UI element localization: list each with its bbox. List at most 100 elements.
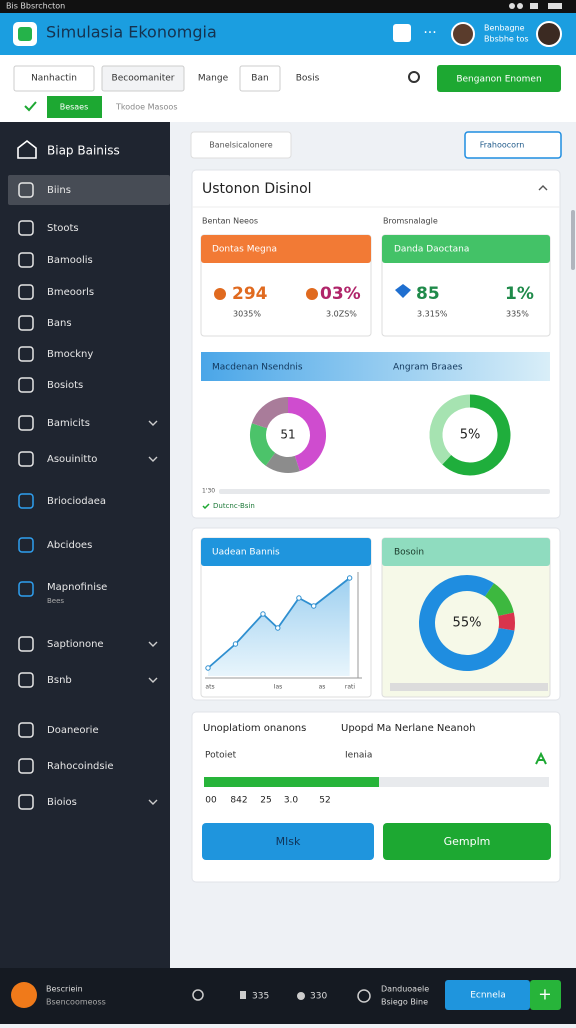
chevron[interactable] (148, 420, 158, 426)
action-button[interactable] (437, 65, 561, 92)
sidebar-icon (18, 315, 34, 331)
stat-value: 85 (416, 284, 440, 304)
sidebar-label[interactable]: Bsnb (47, 675, 72, 686)
tab-label[interactable]: Mange (198, 74, 229, 84)
sidebar-icon (18, 346, 34, 362)
sidebar-label[interactable]: Biins (47, 185, 71, 196)
sidebar-icon (18, 794, 34, 810)
profile-avatar[interactable] (536, 21, 562, 47)
sidebar-icon (18, 537, 34, 553)
collapse-icon[interactable] (538, 185, 548, 191)
status-bar (0, 0, 576, 13)
card-title: Ustonon Disinol (202, 181, 312, 197)
subtab-active[interactable] (47, 96, 102, 118)
section-label: Bentan Neeos (202, 217, 258, 226)
sidebar-label[interactable]: Stoots (47, 223, 79, 234)
bottom-icon[interactable] (192, 989, 204, 1001)
summary-numbers: 00 842 25 3.0 52 (205, 796, 330, 806)
blue-button-label: Mlsk (276, 835, 301, 848)
user-sub: Bbsbhe tos (484, 35, 529, 44)
tab[interactable] (101, 65, 185, 92)
sidebar-label[interactable]: Bosiots (47, 380, 83, 391)
sidebar-label[interactable]: Mapnofinise (47, 582, 107, 593)
sidebar-icon (18, 581, 34, 597)
pie-footer-bar (390, 683, 548, 691)
donut-segment (484, 583, 514, 617)
sidebar-label[interactable]: Bmockny (47, 349, 93, 360)
line-point (311, 603, 317, 609)
more-icon[interactable]: ··· (423, 25, 436, 41)
export-button[interactable] (464, 131, 562, 159)
line-point (232, 641, 239, 647)
line-panel-title: Uadean Bannis (212, 548, 280, 558)
summary-progress-fill (204, 777, 379, 787)
bottom-button[interactable] (445, 980, 530, 1010)
line-point (205, 665, 211, 671)
sidebar-icon (18, 220, 34, 236)
scrollbar[interactable] (571, 210, 575, 270)
blue-button[interactable] (202, 823, 374, 860)
donut-hole (266, 413, 310, 457)
summary-title: Upopd Ma Nerlane Neanoh (341, 723, 475, 734)
chevron[interactable] (148, 677, 158, 683)
sidebar-icon (18, 722, 34, 738)
green-button[interactable] (383, 823, 551, 860)
tab-label: Nanhactin (31, 74, 77, 84)
bottom-icon[interactable] (357, 989, 371, 1003)
bottom-button-label: Ecnnela (470, 991, 506, 1001)
summary-number: 3.0 (284, 796, 299, 806)
bottom-avatar[interactable] (11, 982, 37, 1008)
tab[interactable] (239, 65, 281, 92)
app-title: Simulasia Ekonomgia (46, 23, 217, 42)
chevron[interactable] (148, 799, 158, 805)
sidebar-label[interactable]: Abcidoes (47, 540, 92, 551)
sidebar-icon (18, 252, 34, 268)
sidebar-label[interactable]: Bamicits (47, 418, 90, 429)
sidebar-icon (18, 377, 34, 393)
bottom-sub: Bsencoomeoss (46, 998, 106, 1007)
pie-chart (419, 575, 515, 671)
tab[interactable] (13, 65, 95, 92)
sidebar-label[interactable]: Briociodaea (47, 496, 106, 507)
search-icon[interactable] (408, 71, 420, 83)
donut-center: 51 (280, 428, 295, 442)
sidebar-label[interactable]: Rahocoindsie (47, 761, 114, 772)
filter-button-label: Banelsicalonere (209, 141, 273, 150)
sidebar-item-active[interactable] (8, 175, 170, 205)
summary-title: Unoplatiom onanons (203, 723, 306, 734)
sidebar-label[interactable]: Bmeoorls (47, 287, 94, 298)
sidebar-label[interactable]: Bans (47, 318, 72, 329)
stat-sub: 335% (506, 310, 529, 319)
summary-number: 25 (260, 796, 271, 806)
stat-card-title: Danda Daoctana (394, 245, 469, 255)
chevron[interactable] (148, 641, 158, 647)
sidebar-label[interactable]: Saptionone (47, 639, 104, 650)
line-chart: ats Ias as rati (205, 572, 362, 691)
sidebar-label[interactable]: Doaneorie (47, 725, 99, 736)
grid-icon[interactable] (393, 24, 411, 42)
sidebar-label[interactable]: Asouinitto (47, 454, 97, 465)
stat-icon (306, 288, 318, 300)
stat-card-title: Dontas Megna (212, 245, 277, 255)
sidebar-label[interactable]: Bioios (47, 797, 77, 808)
sidebar-sublabel: Bees (47, 597, 64, 605)
sidebar-label[interactable]: Bamoolis (47, 255, 93, 266)
user-avatar[interactable] (451, 22, 475, 46)
line-point (275, 625, 281, 631)
stat-card-header (201, 235, 371, 263)
pie-panel-header (382, 538, 550, 566)
line-point (260, 611, 266, 617)
subtab-label[interactable]: Tkodoe Masoos (115, 103, 178, 112)
banner-label: Macdenan Nsendnis (212, 363, 303, 373)
chevron[interactable] (148, 456, 158, 462)
add-icon: + (538, 985, 551, 1004)
filter-button[interactable] (190, 131, 292, 159)
tab-label[interactable]: Bosis (296, 74, 320, 84)
tab-label: Becoomaniter (112, 74, 175, 84)
donut-segment (265, 452, 300, 473)
line-point (296, 595, 302, 601)
sidebar-icon (18, 493, 34, 509)
add-button[interactable] (530, 980, 561, 1010)
